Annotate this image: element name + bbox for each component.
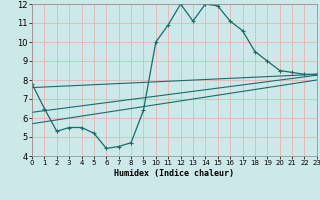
X-axis label: Humidex (Indice chaleur): Humidex (Indice chaleur): [115, 169, 234, 178]
